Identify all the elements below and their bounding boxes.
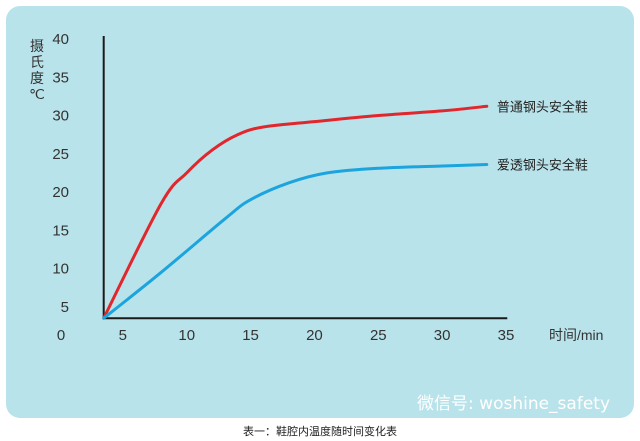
x-tick-label: 15 <box>242 327 259 344</box>
x-tick-label: 20 <box>306 327 323 344</box>
x-axis-title: 时间/min <box>549 327 603 343</box>
y-axis-title-char: 氏 <box>30 54 44 70</box>
x-tick-label: 5 <box>119 327 127 344</box>
series-lines <box>102 104 489 320</box>
x-tick-label: 30 <box>434 327 451 344</box>
axes <box>102 36 508 320</box>
y-tick-label: 25 <box>52 146 69 163</box>
figure-caption: 表一：鞋腔内温度随时间变化表 <box>243 425 397 438</box>
y-axis-title-char: 度 <box>30 70 44 86</box>
y-tick-label: 10 <box>52 261 69 278</box>
y-tick-label: 35 <box>52 69 69 86</box>
series-line-1 <box>102 104 489 320</box>
y-axis-title-char: 摄 <box>30 38 44 54</box>
x-tick-label: 10 <box>178 327 195 344</box>
series-label-2: 爱透钢头安全鞋 <box>497 157 588 173</box>
y-tick-label: 40 <box>52 31 69 48</box>
x-tick-label: 25 <box>370 327 387 344</box>
y-axis-title-char: ℃ <box>29 86 45 102</box>
tick-labels: 5 10 15 20 25 30 35 40 0 5 10 15 20 25 30 35 时间/min 摄氏度℃ <box>29 31 603 344</box>
y-tick-label: 15 <box>52 222 69 239</box>
series-line-2 <box>102 163 489 320</box>
chart-panel <box>6 6 634 418</box>
y-tick-label: 20 <box>52 184 69 201</box>
series-label-1: 普通钢头安全鞋 <box>497 99 588 115</box>
y-tick-label: 5 <box>61 299 69 316</box>
watermark: 微信号: woshine_safety <box>417 394 610 414</box>
y-tick-label: 30 <box>52 108 69 125</box>
origin-label: 0 <box>57 327 65 344</box>
y-axis-title: 摄氏度℃ <box>29 38 45 102</box>
x-tick-label: 35 <box>498 327 515 344</box>
